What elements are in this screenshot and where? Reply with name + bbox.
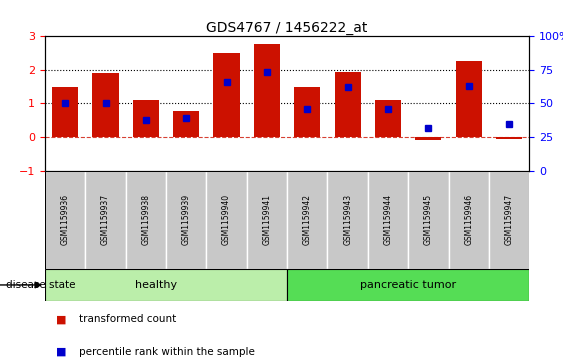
- Text: GSM1159941: GSM1159941: [262, 194, 271, 245]
- Bar: [328, 171, 368, 269]
- Bar: [247, 171, 287, 269]
- Bar: [126, 171, 166, 269]
- Bar: [254, 44, 280, 137]
- Text: transformed count: transformed count: [79, 314, 176, 325]
- Bar: [489, 171, 529, 269]
- Bar: [133, 100, 159, 137]
- Bar: [334, 72, 361, 137]
- Bar: [287, 171, 328, 269]
- Text: GSM1159943: GSM1159943: [343, 194, 352, 245]
- Bar: [375, 100, 401, 137]
- Text: GSM1159940: GSM1159940: [222, 194, 231, 245]
- Text: GSM1159945: GSM1159945: [424, 194, 433, 245]
- Text: pancreatic tumor: pancreatic tumor: [360, 280, 456, 290]
- Bar: [455, 61, 482, 137]
- Bar: [45, 171, 86, 269]
- Title: GDS4767 / 1456222_at: GDS4767 / 1456222_at: [207, 21, 368, 35]
- Text: percentile rank within the sample: percentile rank within the sample: [79, 347, 254, 357]
- Text: GSM1159938: GSM1159938: [141, 194, 150, 245]
- Bar: [294, 87, 320, 137]
- Bar: [86, 171, 126, 269]
- Text: GSM1159946: GSM1159946: [464, 194, 473, 245]
- Text: GSM1159936: GSM1159936: [61, 194, 70, 245]
- Text: GSM1159939: GSM1159939: [182, 194, 191, 245]
- Bar: [496, 137, 522, 139]
- Bar: [45, 269, 287, 301]
- Text: GSM1159947: GSM1159947: [504, 194, 513, 245]
- Bar: [287, 269, 529, 301]
- Text: ■: ■: [56, 347, 67, 357]
- Bar: [213, 53, 240, 137]
- Bar: [207, 171, 247, 269]
- Bar: [52, 87, 78, 137]
- Bar: [415, 137, 441, 140]
- Bar: [173, 111, 199, 137]
- Bar: [92, 73, 119, 137]
- Text: GSM1159937: GSM1159937: [101, 194, 110, 245]
- Bar: [166, 171, 207, 269]
- Bar: [368, 171, 408, 269]
- Text: disease state: disease state: [6, 280, 75, 290]
- Text: ■: ■: [56, 314, 67, 325]
- Text: GSM1159944: GSM1159944: [383, 194, 392, 245]
- Text: healthy: healthy: [135, 280, 177, 290]
- Bar: [449, 171, 489, 269]
- Text: GSM1159942: GSM1159942: [303, 194, 312, 245]
- Bar: [408, 171, 449, 269]
